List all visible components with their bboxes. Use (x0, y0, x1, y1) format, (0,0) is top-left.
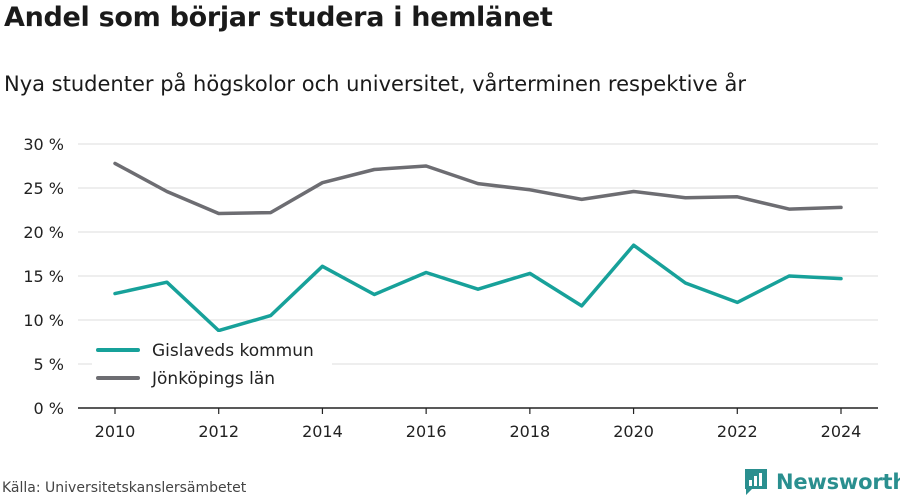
newsworthy-logo-icon (745, 469, 767, 495)
source-note: Källa: Universitetskanslersämbetet (2, 480, 247, 496)
legend-label: Jönköpings län (151, 369, 275, 389)
x-tick-label: 2014 (302, 422, 343, 441)
x-tick-label: 2010 (95, 422, 136, 441)
x-tick-label: 2024 (821, 422, 862, 441)
x-tick-label: 2018 (509, 422, 550, 441)
series-line-gislaved (113, 243, 843, 333)
y-tick-label: 25 % (23, 179, 64, 198)
brand-name: Newsworthy (776, 470, 900, 494)
legend-background (92, 332, 332, 398)
legend-label: Gislaveds kommun (152, 341, 314, 361)
line-chart: 0 % 5 % 10 % 15 % 20 % 25 % 30 % 2010 2012 2014 20… (23, 135, 878, 441)
brand-logo: Newsworthy (743, 467, 900, 497)
x-tick-label: 2022 (717, 422, 758, 441)
y-tick-label: 20 % (23, 223, 64, 242)
chart-subtitle: Nya studenter på högskolor och universit… (4, 72, 746, 96)
y-tick-label: 10 % (23, 311, 64, 330)
series-line-jonkoping (113, 161, 843, 216)
y-tick-label: 15 % (23, 267, 64, 286)
x-tick-label: 2012 (198, 422, 239, 441)
chart-title: Andel som börjar studera i hemlänet (4, 2, 553, 33)
y-tick-label: 30 % (23, 135, 64, 154)
y-tick-label: 5 % (34, 355, 64, 374)
y-tick-label: 0 % (34, 399, 64, 418)
x-tick-label: 2020 (613, 422, 654, 441)
x-tick-label: 2016 (406, 422, 447, 441)
